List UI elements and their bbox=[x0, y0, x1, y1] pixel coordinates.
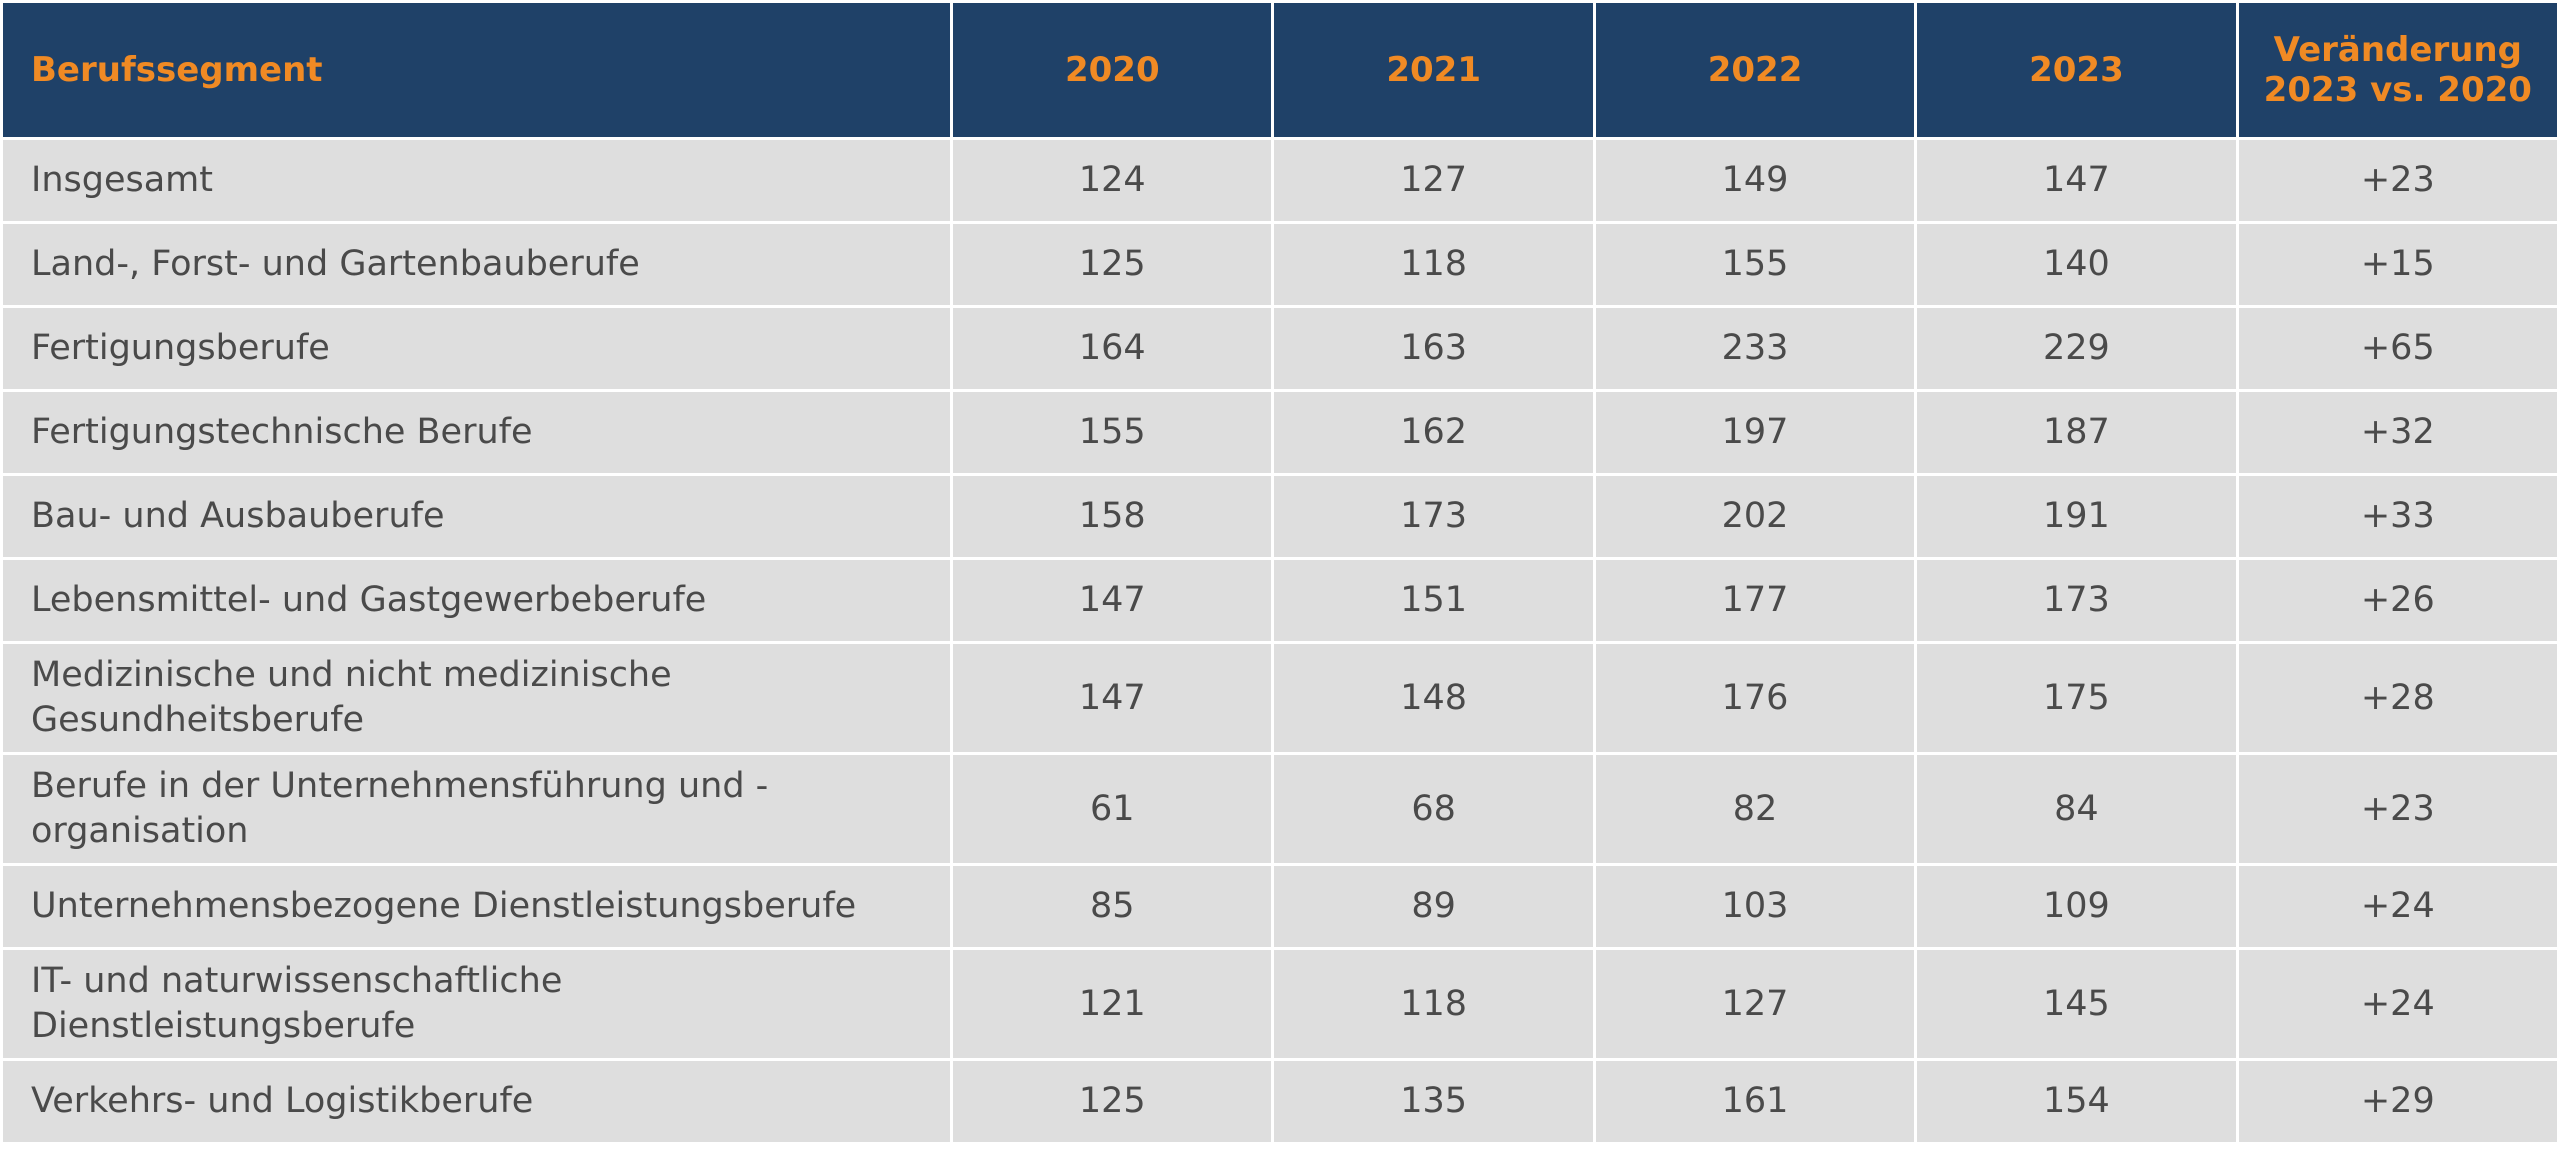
column-header-2021: 2021 bbox=[1274, 3, 1593, 137]
veraenderung-line-2: 2023 vs. 2020 bbox=[2263, 70, 2532, 110]
column-header-veraenderung: Veränderung 2023 vs. 2020 bbox=[2238, 3, 2557, 137]
column-header-2020: 2020 bbox=[953, 3, 1272, 137]
change-cell: +32 bbox=[2238, 392, 2557, 473]
value-2022-cell: 161 bbox=[1595, 1061, 1915, 1142]
table-row: Unternehmensbezogene Dienstleistungsberu… bbox=[3, 866, 2557, 947]
change-cell: +24 bbox=[2238, 950, 2557, 1058]
table-row: Berufe in der Unternehmensführung und -o… bbox=[3, 755, 2557, 863]
value-2021-cell: 173 bbox=[1274, 476, 1593, 557]
change-cell: +26 bbox=[2238, 560, 2557, 641]
value-2021-cell: 118 bbox=[1274, 224, 1593, 305]
value-2022-cell: 197 bbox=[1595, 392, 1915, 473]
value-2021-cell: 68 bbox=[1274, 755, 1593, 863]
value-2020-cell: 158 bbox=[953, 476, 1272, 557]
value-2021-cell: 151 bbox=[1274, 560, 1593, 641]
segment-cell: Land-, Forst- und Gartenbauberufe bbox=[3, 224, 951, 305]
change-cell: +29 bbox=[2238, 1061, 2557, 1142]
value-2023-cell: 140 bbox=[1917, 224, 2236, 305]
segment-cell: IT- und naturwissenschaftliche Dienstlei… bbox=[3, 950, 951, 1058]
value-2023-cell: 175 bbox=[1917, 644, 2236, 752]
veraenderung-line-1: Veränderung bbox=[2273, 30, 2522, 70]
column-header-berufssegment: Berufssegment bbox=[3, 3, 951, 137]
value-2020-cell: 121 bbox=[953, 950, 1272, 1058]
value-2020-cell: 124 bbox=[953, 140, 1272, 221]
change-cell: +24 bbox=[2238, 866, 2557, 947]
change-cell: +15 bbox=[2238, 224, 2557, 305]
segment-cell: Insgesamt bbox=[3, 140, 951, 221]
table-row: Insgesamt 124 127 149 147 +23 bbox=[3, 140, 2557, 221]
segment-cell: Medizinische und nicht medizinische Gesu… bbox=[3, 644, 951, 752]
table-header-row: Berufssegment 2020 2021 2022 2023 Veränd… bbox=[3, 3, 2557, 137]
value-2020-cell: 125 bbox=[953, 1061, 1272, 1142]
segment-cell: Berufe in der Unternehmensführung und -o… bbox=[3, 755, 951, 863]
value-2021-cell: 89 bbox=[1274, 866, 1593, 947]
value-2023-cell: 147 bbox=[1917, 140, 2236, 221]
value-2022-cell: 177 bbox=[1595, 560, 1915, 641]
value-2021-cell: 162 bbox=[1274, 392, 1593, 473]
segment-cell: Fertigungstechnische Berufe bbox=[3, 392, 951, 473]
value-2023-cell: 145 bbox=[1917, 950, 2236, 1058]
value-2021-cell: 118 bbox=[1274, 950, 1593, 1058]
column-header-2022: 2022 bbox=[1595, 3, 1915, 137]
table-row: Fertigungstechnische Berufe 155 162 197 187 +… bbox=[3, 392, 2557, 473]
value-2022-cell: 176 bbox=[1595, 644, 1915, 752]
value-2023-cell: 187 bbox=[1917, 392, 2236, 473]
segment-cell: Lebensmittel- und Gastgewerbeberufe bbox=[3, 560, 951, 641]
table-row: Verkehrs- und Logistikberufe 125 135 161 154… bbox=[3, 1061, 2557, 1142]
value-2020-cell: 164 bbox=[953, 308, 1272, 389]
value-2023-cell: 109 bbox=[1917, 866, 2236, 947]
value-2020-cell: 147 bbox=[953, 644, 1272, 752]
table-row: IT- und naturwissenschaftliche Dienstlei… bbox=[3, 950, 2557, 1058]
value-2023-cell: 154 bbox=[1917, 1061, 2236, 1142]
value-2022-cell: 202 bbox=[1595, 476, 1915, 557]
change-cell: +23 bbox=[2238, 755, 2557, 863]
change-cell: +65 bbox=[2238, 308, 2557, 389]
table-row: Bau- und Ausbauberufe 158 173 202 191 +33 bbox=[3, 476, 2557, 557]
change-cell: +33 bbox=[2238, 476, 2557, 557]
value-2022-cell: 82 bbox=[1595, 755, 1915, 863]
value-2022-cell: 155 bbox=[1595, 224, 1915, 305]
change-cell: +28 bbox=[2238, 644, 2557, 752]
value-2020-cell: 125 bbox=[953, 224, 1272, 305]
segment-cell: Bau- und Ausbauberufe bbox=[3, 476, 951, 557]
table-row: Medizinische und nicht medizinische Gesu… bbox=[3, 644, 2557, 752]
segment-cell: Verkehrs- und Logistikberufe bbox=[3, 1061, 951, 1142]
value-2022-cell: 233 bbox=[1595, 308, 1915, 389]
value-2023-cell: 229 bbox=[1917, 308, 2236, 389]
table-row: Land-, Forst- und Gartenbauberufe 125 118 1… bbox=[3, 224, 2557, 305]
value-2021-cell: 127 bbox=[1274, 140, 1593, 221]
segment-cell: Fertigungsberufe bbox=[3, 308, 951, 389]
value-2020-cell: 147 bbox=[953, 560, 1272, 641]
segment-cell: Unternehmensbezogene Dienstleistungsberu… bbox=[3, 866, 951, 947]
value-2023-cell: 84 bbox=[1917, 755, 2236, 863]
value-2021-cell: 135 bbox=[1274, 1061, 1593, 1142]
change-cell: +23 bbox=[2238, 140, 2557, 221]
value-2022-cell: 103 bbox=[1595, 866, 1915, 947]
value-2023-cell: 173 bbox=[1917, 560, 2236, 641]
value-2020-cell: 61 bbox=[953, 755, 1272, 863]
column-header-2023: 2023 bbox=[1917, 3, 2236, 137]
value-2021-cell: 163 bbox=[1274, 308, 1593, 389]
table-row: Lebensmittel- und Gastgewerbeberufe 147 15… bbox=[3, 560, 2557, 641]
value-2022-cell: 127 bbox=[1595, 950, 1915, 1058]
value-2020-cell: 155 bbox=[953, 392, 1272, 473]
value-2023-cell: 191 bbox=[1917, 476, 2236, 557]
value-2021-cell: 148 bbox=[1274, 644, 1593, 752]
table-row: Fertigungsberufe 164 163 233 229 +65 bbox=[3, 308, 2557, 389]
table-body: Insgesamt 124 127 149 147 +23 Land-, Forst- un… bbox=[3, 140, 2557, 1142]
value-2022-cell: 149 bbox=[1595, 140, 1915, 221]
value-2020-cell: 85 bbox=[953, 866, 1272, 947]
